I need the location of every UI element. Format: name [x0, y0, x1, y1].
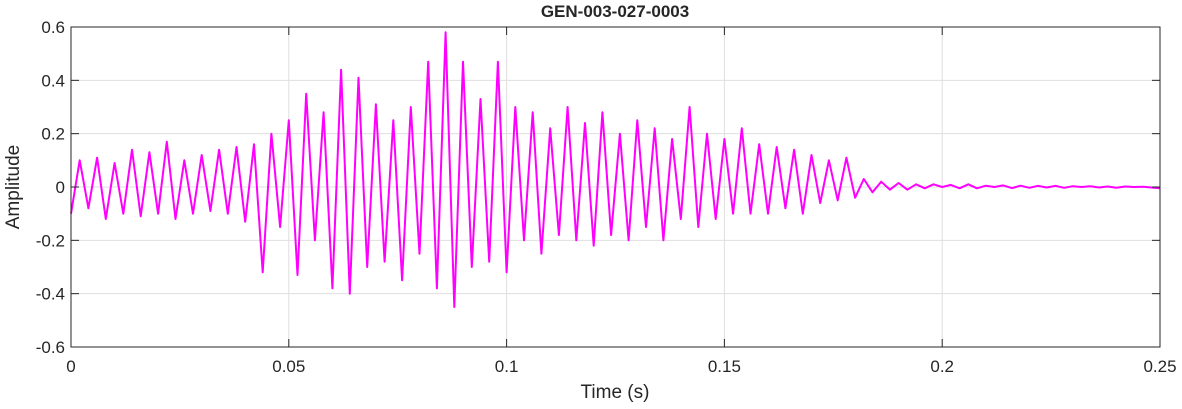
y-tick-label: -0.2	[36, 231, 65, 250]
y-tick-label: 0.2	[41, 125, 65, 144]
y-tick-label: 0.6	[41, 18, 65, 37]
y-tick-label: 0	[56, 178, 65, 197]
axis-ticks: 0 0.05 0.1 0.15 0.2 0.25 -0.6 -0.4 -0.2 0 0.2 0.4 0.…	[36, 18, 1177, 376]
series-line	[70, 31, 1161, 308]
x-tick-label: 0.1	[495, 357, 519, 376]
x-tick-label: 0.2	[930, 357, 954, 376]
y-tick-label: -0.6	[36, 338, 65, 357]
x-axis-label: Time (s)	[581, 382, 650, 403]
x-tick-label: 0.15	[708, 357, 741, 376]
x-tick-label: 0.05	[272, 357, 305, 376]
y-tick-label: -0.4	[36, 285, 65, 304]
x-tick-label: 0.25	[1143, 357, 1176, 376]
chart-title: GEN-003-027-0003	[541, 2, 689, 21]
x-tick-label: 0	[66, 357, 75, 376]
y-axis-label: Amplitude	[3, 145, 24, 230]
y-tick-label: 0.4	[41, 71, 65, 90]
